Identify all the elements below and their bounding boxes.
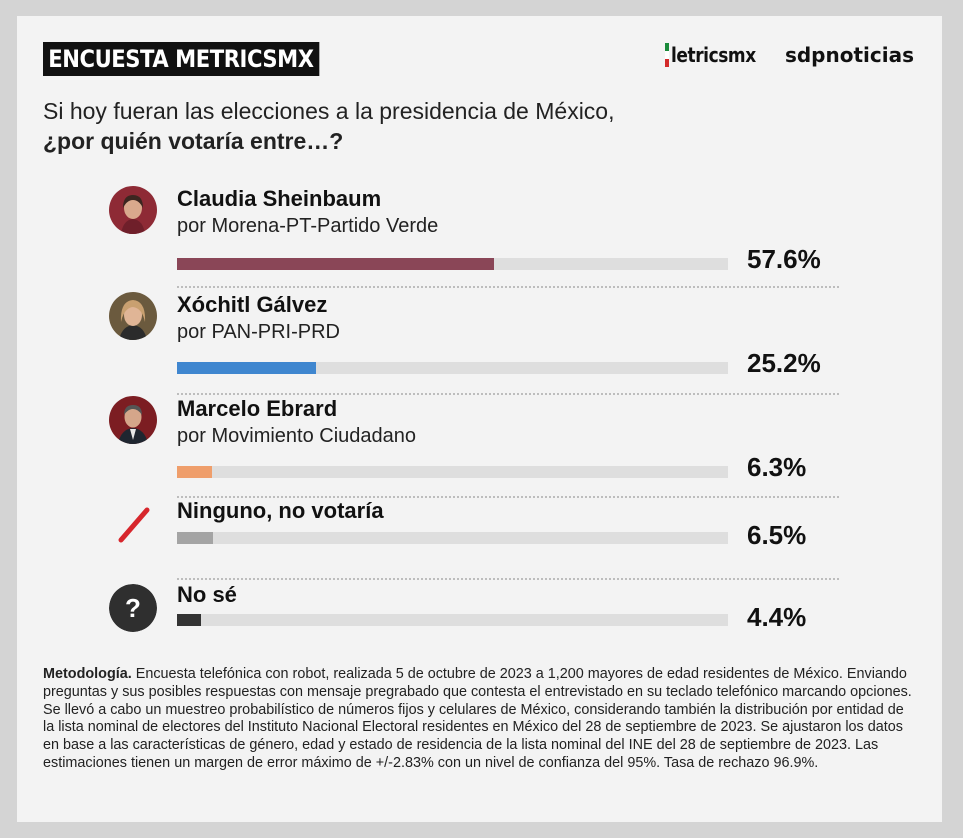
sdpnoticias-logo: sdpnoticias [784,43,914,67]
metricsmx-logo: letricsmx [665,43,771,67]
candidate-name: Claudia Sheinbaum [177,186,382,211]
bar-track [177,532,728,544]
bar-track [177,258,728,270]
avatar-ebrard [109,396,157,444]
option-name: No sé [177,582,237,607]
metricsmx-wordmark: letricsmx [671,43,756,67]
percent-label: 25.2% [747,348,821,378]
candidate-party: por Movimiento Ciudadano [177,425,417,447]
candidate-party: por Morena-PT-Partido Verde [177,215,439,237]
question-icon: ? [109,584,157,632]
percent-label: 6.5% [747,520,807,550]
bar-track [177,362,728,374]
infographic-card: ENCUESTA METRICSMX letricsmx sdpnoticias… [17,16,942,822]
percent-label: 4.4% [747,602,807,632]
divider [177,578,839,580]
survey-question: Si hoy fueran las elecciones a la presid… [43,96,615,156]
methodology-note: Metodología. Encuesta telefónica con rob… [43,666,918,773]
bar-galvez [177,362,316,374]
bar-ebrard [177,466,212,478]
bar-no-se [177,614,202,626]
candidate-party: por PAN-PRI-PRD [177,321,340,343]
brand-logos: letricsmx sdpnoticias [665,40,914,70]
bar-ninguno [177,532,213,544]
percent-label: 6.3% [747,452,807,482]
question-line-2: ¿por quién votaría entre…? [43,128,344,154]
candidate-name: Marcelo Ebrard [177,396,338,421]
methodology-text: Encuesta telefónica con robot, realizada… [43,666,912,771]
divider [177,286,839,288]
bar-track [177,466,728,478]
divider [177,496,839,498]
divider [177,393,839,395]
svg-text:?: ? [125,593,141,623]
slash-icon [109,500,157,548]
avatar-sheinbaum [109,186,157,234]
bar-sheinbaum [177,258,495,270]
option-name: Ninguno, no votaría [177,498,384,523]
survey-badge: ENCUESTA METRICSMX [43,42,319,76]
bar-track [177,614,728,626]
methodology-label: Metodología. [43,666,132,682]
flag-icon [665,43,670,67]
candidate-name: Xóchitl Gálvez [177,292,328,317]
avatar-galvez [109,292,157,340]
percent-label: 57.6% [747,244,821,274]
question-line-1: Si hoy fueran las elecciones a la presid… [43,98,615,124]
